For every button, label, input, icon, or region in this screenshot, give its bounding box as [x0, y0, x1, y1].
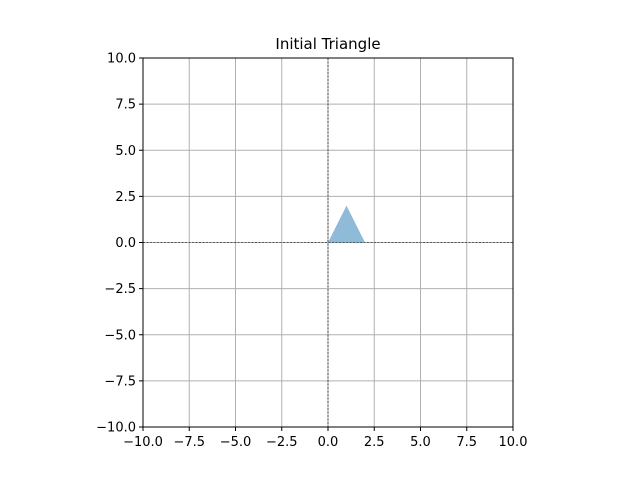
x-tick-label: −7.5 — [173, 435, 205, 450]
y-tick-label: −7.5 — [104, 374, 136, 389]
x-tick-label: 7.5 — [456, 435, 477, 450]
x-tick-label: 2.5 — [364, 435, 385, 450]
y-tick-label: −10.0 — [96, 421, 136, 436]
axis-ticks: −10.0 −7.5 −5.0 −2.5 0.0 2.5 5.0 7.5 10.0 −10.0 −7… — [96, 52, 527, 451]
y-tick-label: −2.5 — [104, 282, 136, 297]
plot-data — [328, 205, 365, 243]
y-tick-label: 10.0 — [107, 52, 136, 67]
x-tick-label: −2.5 — [266, 435, 298, 450]
y-tick-label: 5.0 — [115, 144, 136, 159]
x-tick-label: 5.0 — [410, 435, 431, 450]
x-tick-label: 0.0 — [318, 435, 339, 450]
y-tick-label: 2.5 — [115, 190, 136, 205]
x-tick-label: 10.0 — [499, 435, 528, 450]
y-tick-label: 0.0 — [115, 236, 136, 251]
y-tick-label: −5.0 — [104, 328, 136, 343]
triangle — [328, 205, 365, 243]
x-tick-label: −5.0 — [220, 435, 252, 450]
reference-lines — [143, 58, 513, 427]
x-tick-label: −10.0 — [123, 435, 163, 450]
chart-title: Initial Triangle — [275, 35, 380, 53]
y-tick-label: 7.5 — [115, 98, 136, 113]
